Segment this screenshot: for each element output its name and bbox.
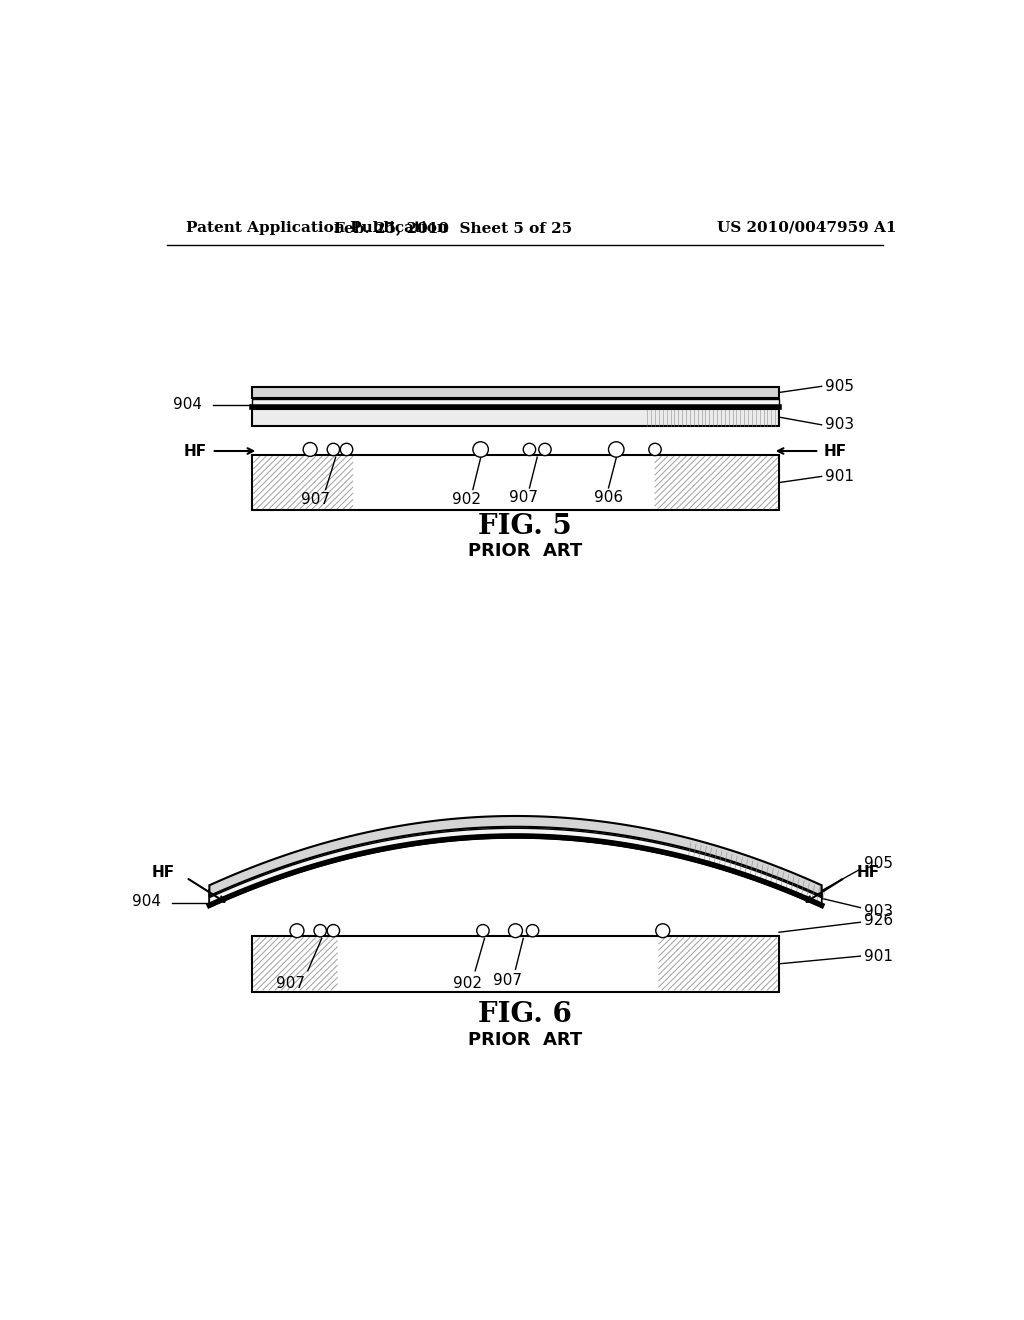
- Text: HF: HF: [184, 444, 207, 458]
- Text: HF: HF: [856, 865, 880, 879]
- Text: 904: 904: [173, 397, 202, 412]
- Circle shape: [328, 924, 340, 937]
- Bar: [252, 400, 779, 405]
- Circle shape: [509, 924, 522, 937]
- Circle shape: [340, 444, 352, 455]
- Circle shape: [290, 924, 304, 937]
- Bar: [252, 387, 779, 397]
- Text: PRIOR  ART: PRIOR ART: [468, 543, 582, 560]
- Text: 907: 907: [494, 973, 522, 989]
- Bar: [252, 936, 779, 991]
- Text: 905: 905: [825, 379, 854, 393]
- Text: 901: 901: [864, 949, 893, 964]
- Circle shape: [314, 924, 327, 937]
- Text: FIG. 6: FIG. 6: [478, 1001, 571, 1028]
- Text: Feb. 25, 2010  Sheet 5 of 25: Feb. 25, 2010 Sheet 5 of 25: [335, 220, 572, 235]
- Text: FIG. 5: FIG. 5: [478, 513, 571, 540]
- Text: 907: 907: [276, 975, 305, 990]
- Text: 907: 907: [509, 491, 538, 506]
- Polygon shape: [209, 816, 821, 896]
- Text: 903: 903: [864, 904, 893, 919]
- Circle shape: [477, 924, 489, 937]
- Text: 904: 904: [132, 894, 162, 909]
- Circle shape: [473, 442, 488, 457]
- Circle shape: [328, 444, 340, 455]
- Polygon shape: [209, 829, 821, 904]
- Text: 926: 926: [864, 913, 893, 928]
- Text: 902: 902: [453, 975, 482, 990]
- Text: 905: 905: [864, 857, 893, 871]
- Circle shape: [526, 924, 539, 937]
- Text: 902: 902: [453, 492, 481, 507]
- Text: HF: HF: [152, 865, 174, 879]
- Bar: [252, 455, 779, 511]
- Circle shape: [655, 924, 670, 937]
- Bar: [252, 409, 779, 425]
- Circle shape: [303, 442, 317, 457]
- Text: PRIOR  ART: PRIOR ART: [468, 1031, 582, 1049]
- Polygon shape: [209, 821, 821, 907]
- Circle shape: [523, 444, 536, 455]
- Text: 906: 906: [594, 491, 623, 506]
- Text: 901: 901: [825, 469, 854, 484]
- Text: HF: HF: [824, 444, 847, 458]
- Circle shape: [608, 442, 624, 457]
- Text: US 2010/0047959 A1: US 2010/0047959 A1: [717, 220, 896, 235]
- Circle shape: [649, 444, 662, 455]
- Circle shape: [539, 444, 551, 455]
- Text: Patent Application Publication: Patent Application Publication: [186, 220, 449, 235]
- Text: 907: 907: [301, 492, 330, 507]
- Text: 903: 903: [825, 417, 855, 433]
